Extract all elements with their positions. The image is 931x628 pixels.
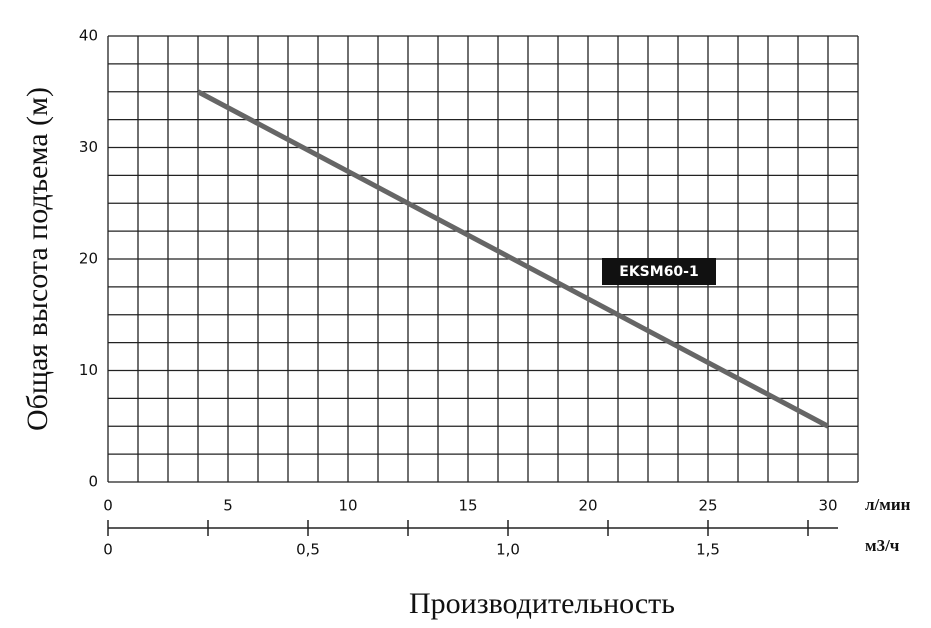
y-tick-label: 10: [79, 361, 98, 379]
x-tick-label: 20: [578, 497, 597, 515]
x-tick-label: 5: [223, 497, 233, 515]
line: [196, 89, 830, 429]
x2-tick-label: 0,5: [296, 541, 320, 559]
y-axis-label: Общая высота подъема (м): [21, 87, 54, 431]
x-tick-label: 25: [698, 497, 717, 515]
x2-tick-label: 1,0: [496, 541, 520, 559]
x-tick-label: 15: [458, 497, 477, 515]
x2-unit: м3/ч: [865, 536, 900, 555]
y-tick-label: 40: [79, 27, 98, 45]
x-tick-label: 0: [103, 497, 113, 515]
x-tick-label: 30: [818, 497, 837, 515]
x-axis-label: Производительность: [409, 587, 675, 620]
x-tick-label: 10: [338, 497, 357, 515]
series-label-box: [602, 258, 716, 285]
series-label: EKSM60-1: [619, 264, 698, 280]
x-unit: л/мин: [865, 495, 911, 514]
y-tick-label: 30: [79, 138, 98, 156]
x2-tick-label: 0: [103, 541, 113, 559]
x2-tick-label: 1,5: [696, 541, 720, 559]
y-tick-label: 0: [88, 473, 98, 491]
y-tick-label: 20: [79, 250, 98, 268]
